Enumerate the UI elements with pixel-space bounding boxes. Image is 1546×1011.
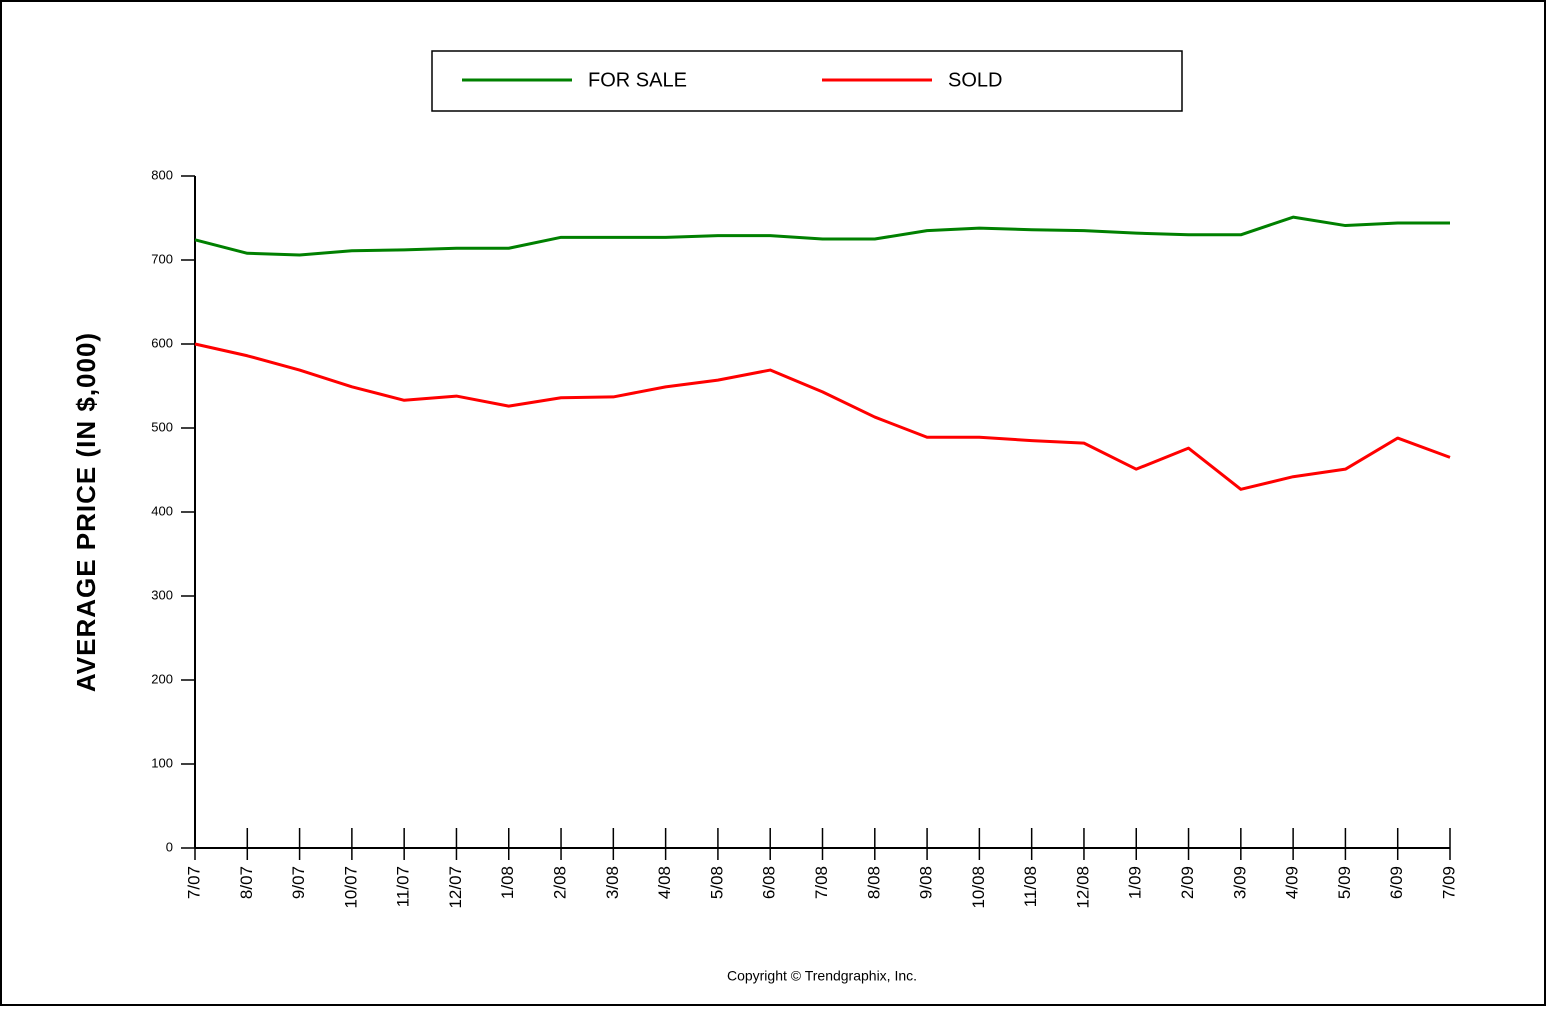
legend-label: SOLD: [948, 69, 1002, 91]
y-tick-label: 300: [151, 587, 173, 602]
y-tick-label: 0: [166, 839, 173, 854]
x-tick-label: 7/09: [1439, 866, 1458, 899]
x-tick-label: 4/08: [655, 866, 674, 899]
x-tick-label: 11/08: [1021, 866, 1040, 907]
x-tick-label: 5/08: [707, 866, 726, 899]
y-tick-label: 100: [151, 755, 173, 770]
series-line: [194, 342, 1451, 491]
x-tick-label: 9/08: [917, 866, 936, 899]
legend-label: FOR SALE: [588, 69, 687, 91]
y-tick-label: 200: [151, 671, 173, 686]
series-line: [194, 215, 1450, 257]
x-tick-label: 1/08: [498, 866, 517, 899]
x-tick-label: 4/09: [1283, 866, 1302, 899]
y-tick-label: 600: [151, 335, 173, 350]
x-tick-label: 2/08: [551, 866, 570, 899]
copyright: Copyright © Trendgraphix, Inc.: [727, 968, 917, 984]
x-tick-label: 10/07: [341, 866, 360, 909]
x-tick-label: 12/08: [1073, 866, 1092, 909]
x-tick-label: 8/07: [237, 866, 256, 899]
x-tick-label: 3/09: [1230, 866, 1249, 899]
x-tick-label: 1/09: [1126, 866, 1145, 899]
x-tick-label: 10/08: [969, 866, 988, 909]
x-tick-label: 7/08: [812, 866, 831, 899]
x-tick-label: 6/09: [1387, 866, 1406, 899]
x-tick-label: 9/07: [289, 866, 308, 899]
x-tick-label: 3/08: [603, 866, 622, 899]
x-tick-label: 6/08: [760, 866, 779, 899]
x-tick-label: 5/09: [1335, 866, 1354, 899]
x-tick-label: 8/08: [864, 866, 883, 899]
y-tick-label: 700: [151, 251, 173, 266]
x-tick-label: 7/07: [184, 866, 203, 899]
y-tick-label: 400: [151, 503, 173, 518]
x-tick-label: 12/07: [446, 866, 465, 909]
y-tick-label: 500: [151, 419, 173, 434]
y-tick-label: 800: [151, 167, 173, 182]
x-tick-label: 2/09: [1178, 866, 1197, 899]
x-tick-label: 11/07: [394, 866, 413, 907]
y-axis-label: AVERAGE PRICE (IN $,000): [71, 332, 101, 692]
